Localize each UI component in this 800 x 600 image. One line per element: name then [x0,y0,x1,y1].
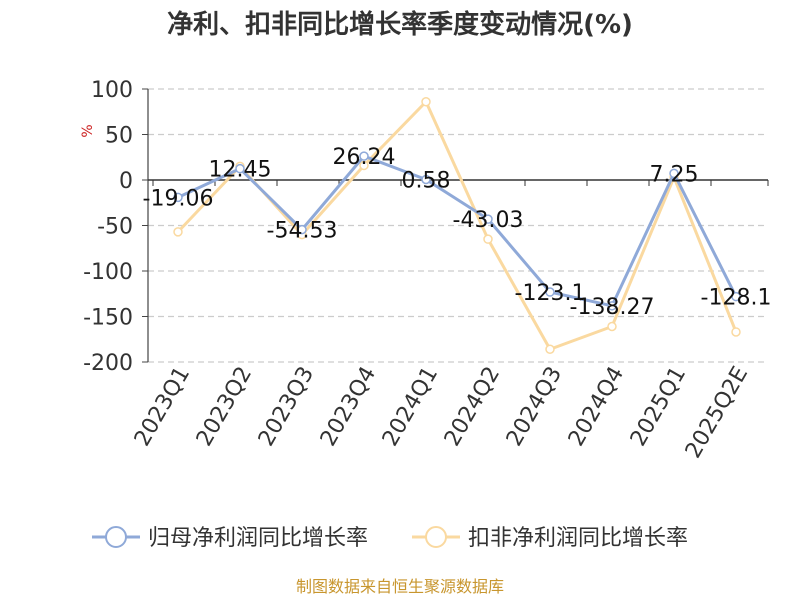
data-point [731,327,741,337]
data-point [483,234,493,244]
data-label: 12.45 [209,158,272,183]
x-tick-label: 2025Q1 [626,363,691,451]
chart-title: 净利、扣非同比增长率季度变动情况(%) [167,9,633,40]
data-label: -123.1 [515,281,586,306]
x-tick-label: 2023Q4 [316,363,381,451]
data-point [359,151,369,161]
x-tick-label: 2024Q1 [378,363,443,451]
x-tick-label: 2023Q1 [130,363,195,451]
data-label: 26.24 [333,145,396,170]
y-tick-label: -200 [83,351,133,376]
data-label: -54.53 [267,219,338,244]
data-label: 7.25 [650,162,699,187]
y-tick-label: 50 [105,124,133,149]
grid-lines [148,88,768,363]
data-point [545,287,555,297]
data-point [235,163,245,174]
y-tick-label: -150 [83,306,133,331]
data-point [545,344,555,355]
data-point [607,301,617,311]
legend-label: 归母净利润同比增长率 [148,526,368,551]
x-tick-label: 2025Q2E [681,363,753,463]
data-labels: -19.0612.45-54.5326.240.58-43.03-123.1-1… [143,145,772,320]
x-tick-label: 2024Q2 [440,363,505,451]
data-point [297,224,307,235]
x-tick-label: 2024Q3 [502,363,567,451]
x-tick-label: 2024Q4 [564,363,629,451]
data-label: -128.1 [701,286,772,311]
y-tick-label: -100 [83,260,133,285]
data-point [421,96,431,107]
y-tick-label: 0 [119,169,133,194]
y-axis-unit-label: % [80,124,96,137]
series-layer [173,96,741,355]
axes: 100500-50-100-150-2002023Q12023Q22023Q32… [83,78,769,463]
data-point [421,174,431,185]
y-tick-label: -50 [97,215,133,240]
data-point [173,227,183,237]
data-label: -43.03 [453,208,524,233]
data-point [731,291,741,302]
x-tick-label: 2023Q2 [192,363,257,451]
y-tick-label: 100 [91,78,133,103]
source-note: 制图数据来自恒生聚源数据库 [296,577,504,596]
legend-label: 扣非净利润同比增长率 [468,526,688,551]
data-point [607,321,617,332]
data-point [669,168,679,179]
data-label: 0.58 [402,168,451,193]
series-line-1 [177,154,738,308]
data-label: -138.27 [570,295,655,320]
legend-swatch-marker [105,526,127,548]
data-point [483,214,493,224]
data-label: -19.06 [143,186,214,211]
data-point [173,192,183,203]
x-tick-label: 2023Q3 [254,363,319,451]
legend: 归母净利润同比增长率 扣非净利润同比增长率 [92,526,688,551]
legend-swatch-marker [425,526,447,548]
data-point [359,160,369,171]
